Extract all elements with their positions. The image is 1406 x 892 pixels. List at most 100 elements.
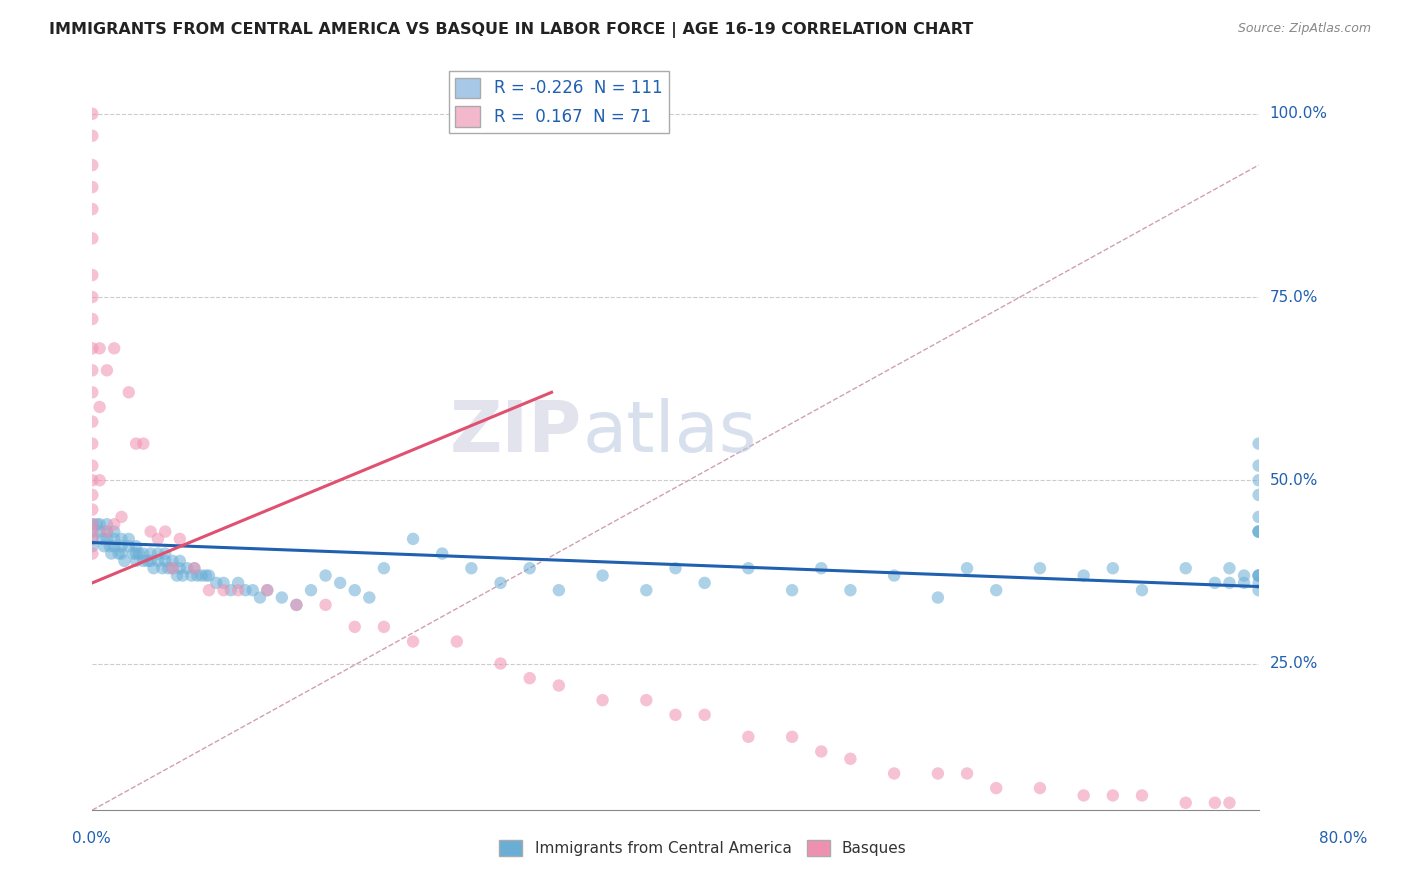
Point <box>82 524 104 539</box>
Point <box>432 547 454 561</box>
Point <box>122 547 145 561</box>
Point <box>219 583 242 598</box>
Point <box>1247 568 1270 582</box>
Point <box>118 539 141 553</box>
Point <box>1218 796 1240 810</box>
Point <box>1247 583 1270 598</box>
Point <box>82 517 104 532</box>
Point <box>446 634 468 648</box>
Point <box>82 532 104 546</box>
Point <box>1247 458 1270 473</box>
Point <box>883 568 905 582</box>
Point <box>1174 561 1197 575</box>
Point <box>82 290 104 304</box>
Text: atlas: atlas <box>582 398 756 467</box>
Point <box>96 524 118 539</box>
Text: 100.0%: 100.0% <box>1270 106 1327 121</box>
Point <box>1247 524 1270 539</box>
Point <box>146 547 169 561</box>
Point <box>1247 575 1270 590</box>
Legend: R = -0.226  N = 111, R =  0.167  N = 71: R = -0.226 N = 111, R = 0.167 N = 71 <box>449 71 669 134</box>
Point <box>146 532 169 546</box>
Point <box>132 436 155 450</box>
Point <box>110 547 132 561</box>
Point <box>157 561 180 575</box>
Point <box>780 730 803 744</box>
Point <box>636 693 658 707</box>
Point <box>110 532 132 546</box>
Point <box>780 583 803 598</box>
Point <box>235 583 257 598</box>
Point <box>82 458 104 473</box>
Point <box>82 128 104 143</box>
Point <box>1218 561 1240 575</box>
Point <box>82 231 104 245</box>
Point <box>107 547 129 561</box>
Point <box>146 554 169 568</box>
Point <box>1233 568 1256 582</box>
Point <box>1029 561 1052 575</box>
Point <box>118 532 141 546</box>
Point <box>1247 488 1270 502</box>
Point <box>155 524 177 539</box>
Point <box>195 568 218 582</box>
Point <box>242 583 264 598</box>
Point <box>927 766 949 780</box>
Point <box>285 598 308 612</box>
Point <box>547 583 569 598</box>
Point <box>103 342 125 356</box>
Text: IMMIGRANTS FROM CENTRAL AMERICA VS BASQUE IN LABOR FORCE | AGE 16-19 CORRELATION: IMMIGRANTS FROM CENTRAL AMERICA VS BASQU… <box>49 22 973 38</box>
Point <box>737 561 759 575</box>
Point <box>103 517 125 532</box>
Point <box>172 568 194 582</box>
Point <box>693 575 716 590</box>
Point <box>198 568 221 582</box>
Text: 0.0%: 0.0% <box>72 831 111 846</box>
Point <box>86 517 108 532</box>
Point <box>162 561 184 575</box>
Point <box>82 539 104 553</box>
Point <box>82 488 104 502</box>
Point <box>169 554 191 568</box>
Point <box>110 509 132 524</box>
Point <box>226 583 249 598</box>
Point <box>810 561 832 575</box>
Point <box>89 400 111 414</box>
Point <box>1130 583 1153 598</box>
Point <box>212 575 235 590</box>
Point <box>883 766 905 780</box>
Point <box>1247 524 1270 539</box>
Text: 80.0%: 80.0% <box>1319 831 1367 846</box>
Point <box>82 436 104 450</box>
Text: 75.0%: 75.0% <box>1270 290 1317 304</box>
Point <box>139 524 162 539</box>
Point <box>249 591 271 605</box>
Point <box>100 547 122 561</box>
Point <box>162 561 184 575</box>
Point <box>1029 781 1052 796</box>
Point <box>96 363 118 377</box>
Point <box>96 524 118 539</box>
Point <box>142 561 165 575</box>
Point <box>166 568 188 582</box>
Point <box>1174 796 1197 810</box>
Point <box>1204 796 1226 810</box>
Point <box>96 517 118 532</box>
Point <box>155 554 177 568</box>
Point <box>664 707 686 722</box>
Point <box>212 583 235 598</box>
Point <box>1101 789 1123 803</box>
Point <box>136 554 159 568</box>
Point <box>986 781 1008 796</box>
Point <box>373 620 395 634</box>
Point <box>956 766 979 780</box>
Point <box>82 517 104 532</box>
Point <box>664 561 686 575</box>
Point <box>82 268 104 282</box>
Point <box>1130 789 1153 803</box>
Point <box>180 568 202 582</box>
Text: 25.0%: 25.0% <box>1270 656 1317 671</box>
Point <box>190 568 212 582</box>
Point <box>139 547 162 561</box>
Point <box>810 744 832 758</box>
